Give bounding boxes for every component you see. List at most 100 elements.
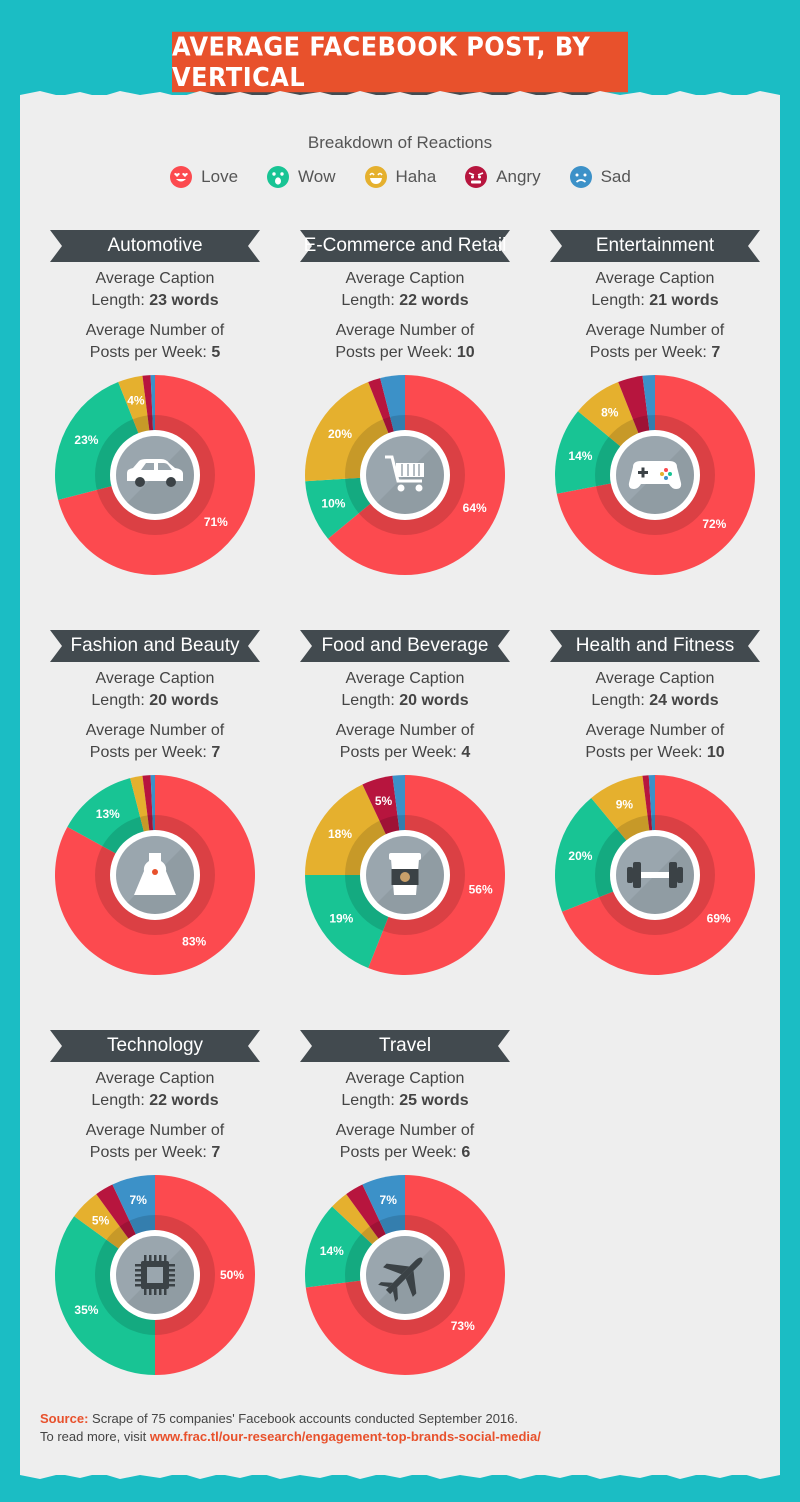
legend-label: Sad: [600, 167, 631, 186]
vertical-name: Entertainment: [595, 235, 715, 256]
vertical-name: Food and Beverage: [321, 635, 489, 656]
slice-label-wow: 35%: [74, 1303, 98, 1317]
torn-edge-top: [20, 91, 780, 101]
vertical-panel-automotive: Automotive Average Caption Length: 23 word…: [30, 230, 280, 610]
posts-per-week-value: 4: [461, 744, 471, 761]
caption-stat-line-2: Length:: [91, 292, 150, 309]
vertical-name: Travel: [378, 1035, 432, 1056]
vertical-panel-e-commerce-and-retail: E-Commerce and Retail Average Caption Leng…: [280, 230, 530, 610]
slice-label-love: 73%: [451, 1319, 475, 1333]
legend-title: Breakdown of Reactions: [307, 133, 493, 152]
vertical-panel-food-and-beverage: Food and Beverage Average Caption Length: …: [280, 630, 530, 1010]
posts-stat-line-1: Average Number of: [85, 722, 225, 739]
posts-per-week-stat: Average Number of Posts per Week: 5: [30, 320, 280, 364]
donut-center-shade: [627, 847, 695, 915]
caption-stat-line-1: Average Caption: [345, 670, 465, 687]
vertical-panel-travel: Travel Average Caption Length: 25 words Ave…: [280, 1030, 530, 1410]
posts-stat-line-2: Posts per Week:: [89, 344, 212, 361]
sad-face-icon: [569, 166, 592, 188]
slice-label-love: 72%: [702, 517, 726, 531]
posts-per-week-value: 10: [456, 344, 475, 361]
caption-stat-line-1: Average Caption: [95, 1070, 215, 1087]
posts-stat-line-2: Posts per Week:: [335, 344, 457, 361]
slice-label-love: 64%: [463, 501, 487, 515]
posts-per-week-stat: Average Number of Posts per Week: 10: [280, 320, 530, 364]
slice-label-angry: 5%: [375, 794, 393, 808]
slice-label-sad: 7%: [380, 1193, 398, 1207]
posts-stat-line-2: Posts per Week:: [339, 1144, 462, 1161]
vertical-banner: Health and Fitness: [550, 630, 760, 662]
legend-item-angry: Angry: [464, 165, 541, 189]
posts-stat-line-1: Average Number of: [85, 322, 225, 339]
vertical-panel-health-and-fitness: Health and Fitness Average Caption Length:…: [530, 630, 780, 1010]
shopping-cart-icon: [385, 455, 424, 492]
slice-label-love: 69%: [707, 911, 731, 925]
microchip-icon: [135, 1255, 175, 1295]
slice-label-haha: 18%: [328, 827, 352, 841]
posts-stat-line-1: Average Number of: [585, 722, 725, 739]
caption-stat-line-1: Average Caption: [345, 1070, 465, 1087]
legend-item-sad: Sad: [569, 165, 631, 189]
dumbbell-icon: [627, 862, 683, 888]
slice-label-wow: 19%: [329, 911, 353, 925]
caption-length-value: 20 words: [399, 692, 469, 709]
slice-label-haha: 8%: [601, 406, 619, 420]
caption-length-stat: Average Caption Length: 21 words: [530, 268, 780, 312]
slice-label-wow: 10%: [321, 496, 345, 510]
slice-label-wow: 23%: [74, 433, 98, 447]
posts-per-week-stat: Average Number of Posts per Week: 6: [280, 1120, 530, 1164]
airplane-icon: [378, 1257, 423, 1302]
vertical-name: Technology: [106, 1035, 204, 1056]
caption-stat-line-1: Average Caption: [95, 270, 215, 287]
caption-length-stat: Average Caption Length: 24 words: [530, 668, 780, 712]
posts-per-week-value: 7: [711, 344, 721, 361]
caption-stat-line-2: Length:: [341, 292, 400, 309]
vertical-panel-entertainment: Entertainment Average Caption Length: 21 w…: [530, 230, 780, 610]
posts-stat-line-1: Average Number of: [585, 322, 725, 339]
slice-label-love: 56%: [469, 882, 493, 896]
vertical-banner: Technology: [50, 1030, 260, 1062]
source-link[interactable]: www.frac.tl/our-research/engagement-top-…: [149, 1429, 541, 1444]
slice-label-wow: 20%: [568, 849, 592, 863]
read-more-text: To read more, visit: [40, 1429, 150, 1444]
slice-label-wow: 13%: [96, 807, 120, 821]
posts-per-week-stat: Average Number of Posts per Week: 7: [30, 720, 280, 764]
posts-per-week-value: 7: [211, 1144, 221, 1161]
caption-length-stat: Average Caption Length: 23 words: [30, 268, 280, 312]
slice-label-haha: 20%: [328, 427, 352, 441]
torn-edge-bottom: [20, 1469, 780, 1479]
vertical-banner: Food and Beverage: [300, 630, 510, 662]
posts-per-week-value: 6: [461, 1144, 471, 1161]
vertical-banner: Fashion and Beauty: [50, 630, 260, 662]
legend-item-haha: Haha: [364, 165, 436, 189]
vertical-name: Automotive: [107, 235, 203, 256]
caption-length-value: 24 words: [649, 692, 719, 709]
caption-length-value: 20 words: [149, 692, 219, 709]
wow-face-icon: [267, 166, 290, 188]
source-note: Source: Scrape of 75 companies' Facebook…: [40, 1410, 541, 1446]
posts-stat-line-2: Posts per Week:: [589, 344, 712, 361]
coffee-cup-icon: [389, 853, 421, 895]
posts-stat-line-1: Average Number of: [85, 1122, 225, 1139]
posts-stat-line-2: Posts per Week:: [339, 744, 462, 761]
vertical-banner: E-Commerce and Retail: [300, 230, 510, 262]
vertical-banner: Automotive: [50, 230, 260, 262]
vertical-name: Health and Fitness: [575, 635, 735, 656]
haha-face-icon: [364, 166, 387, 188]
slice-label-love: 83%: [182, 934, 206, 948]
posts-per-week-stat: Average Number of Posts per Week: 7: [30, 1120, 280, 1164]
caption-length-stat: Average Caption Length: 22 words: [30, 1068, 280, 1112]
donut-slice-wow: [54, 1216, 155, 1375]
caption-length-value: 23 words: [149, 292, 219, 309]
posts-per-week-stat: Average Number of Posts per Week: 4: [280, 720, 530, 764]
caption-stat-line-2: Length:: [591, 692, 650, 709]
caption-length-value: 21 words: [649, 292, 719, 309]
source-label: Source:: [40, 1411, 89, 1426]
caption-stat-line-2: Length:: [591, 292, 650, 309]
vertical-name: Fashion and Beauty: [70, 635, 240, 656]
legend-label: Love: [201, 167, 239, 186]
vertical-banner: Travel: [300, 1030, 510, 1062]
legend-label: Wow: [298, 167, 336, 186]
legend-item-wow: Wow: [266, 165, 336, 189]
game-controller-icon: [628, 461, 682, 489]
